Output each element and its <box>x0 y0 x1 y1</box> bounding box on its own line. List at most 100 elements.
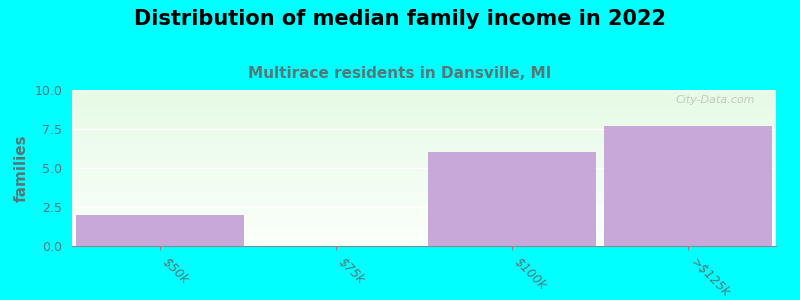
Bar <box>72 105 776 106</box>
Bar <box>72 201 776 202</box>
Bar <box>72 220 776 221</box>
Bar <box>72 167 776 168</box>
Bar <box>72 130 776 131</box>
Bar <box>72 152 776 153</box>
Bar <box>72 242 776 243</box>
Bar <box>429 152 595 246</box>
Bar <box>72 238 776 239</box>
Bar <box>605 126 771 246</box>
Bar <box>72 235 776 236</box>
Bar <box>72 113 776 114</box>
Y-axis label: families: families <box>14 134 29 202</box>
Bar <box>72 187 776 188</box>
Bar <box>72 107 776 108</box>
Bar <box>72 166 776 167</box>
Bar <box>72 162 776 163</box>
Bar <box>72 209 776 210</box>
Bar <box>72 157 776 158</box>
Bar <box>72 205 776 206</box>
Bar <box>72 233 776 234</box>
Bar <box>72 199 776 200</box>
Bar <box>72 142 776 143</box>
Bar <box>72 147 776 148</box>
Bar <box>72 146 776 147</box>
Bar <box>72 131 776 132</box>
Bar <box>72 168 776 169</box>
Bar <box>72 216 776 217</box>
Bar <box>72 180 776 181</box>
Text: Multirace residents in Dansville, MI: Multirace residents in Dansville, MI <box>248 66 552 81</box>
Bar <box>72 186 776 187</box>
Bar <box>72 173 776 174</box>
Bar <box>72 125 776 126</box>
Bar <box>72 195 776 196</box>
Bar <box>72 159 776 160</box>
Bar <box>72 138 776 139</box>
Bar <box>72 90 776 91</box>
Bar <box>72 200 776 201</box>
Bar <box>72 92 776 93</box>
Bar <box>72 161 776 162</box>
Bar <box>72 189 776 190</box>
Bar <box>72 222 776 223</box>
Bar <box>72 149 776 150</box>
Bar <box>72 140 776 141</box>
Bar <box>72 226 776 227</box>
Bar <box>72 134 776 135</box>
Bar <box>72 128 776 129</box>
Bar <box>72 97 776 98</box>
Bar <box>72 213 776 214</box>
Bar <box>72 177 776 178</box>
Bar <box>72 188 776 189</box>
Bar <box>72 170 776 171</box>
Bar <box>72 203 776 204</box>
Bar <box>72 243 776 244</box>
Bar <box>72 121 776 122</box>
Bar <box>72 206 776 207</box>
Bar <box>77 215 243 246</box>
Bar <box>72 123 776 124</box>
Bar <box>72 137 776 138</box>
Bar <box>72 212 776 213</box>
Bar <box>72 145 776 146</box>
Bar <box>72 109 776 110</box>
Bar <box>72 93 776 94</box>
Bar <box>72 156 776 157</box>
Bar <box>72 171 776 172</box>
Bar <box>72 165 776 166</box>
Bar <box>72 118 776 119</box>
Bar <box>72 114 776 115</box>
Bar <box>72 241 776 242</box>
Bar <box>72 174 776 175</box>
Bar <box>72 181 776 182</box>
Bar <box>72 218 776 219</box>
Bar <box>72 228 776 229</box>
Bar <box>72 129 776 130</box>
Bar <box>72 112 776 113</box>
Bar <box>72 191 776 192</box>
Bar <box>72 182 776 183</box>
Bar <box>72 245 776 246</box>
Bar <box>72 231 776 232</box>
Bar <box>72 99 776 100</box>
Bar <box>72 217 776 218</box>
Bar <box>72 124 776 125</box>
Bar <box>72 144 776 145</box>
Bar <box>72 116 776 117</box>
Bar <box>72 136 776 137</box>
Bar <box>72 194 776 195</box>
Bar <box>72 148 776 149</box>
Bar <box>72 117 776 118</box>
Bar <box>72 225 776 226</box>
Bar <box>72 227 776 228</box>
Bar <box>72 179 776 180</box>
Bar <box>72 183 776 184</box>
Bar <box>72 98 776 99</box>
Bar <box>72 229 776 230</box>
Bar <box>72 119 776 120</box>
Bar <box>72 221 776 222</box>
Bar <box>72 163 776 164</box>
Bar <box>72 153 776 154</box>
Bar <box>72 239 776 240</box>
Bar <box>72 193 776 194</box>
